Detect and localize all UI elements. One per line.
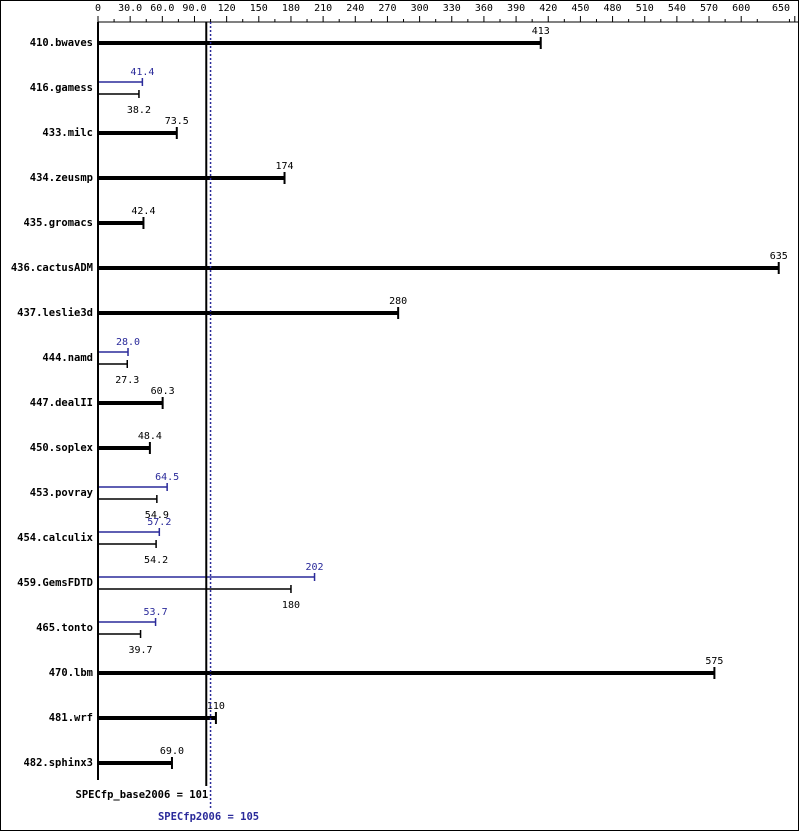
category-label: 450.soplex xyxy=(30,442,94,454)
value-label: 39.7 xyxy=(129,645,153,656)
x-tick-label: 540 xyxy=(668,3,686,14)
x-tick-label: 360 xyxy=(475,3,493,14)
category-label: 454.calculix xyxy=(17,532,94,544)
x-tick-label: 240 xyxy=(346,3,364,14)
value-label: 635 xyxy=(770,251,788,262)
value-label: 54.9 xyxy=(145,510,169,521)
x-tick-label: 450 xyxy=(571,3,589,14)
peak-value-label: 41.4 xyxy=(130,67,154,78)
value-label: 413 xyxy=(532,26,550,37)
category-label: 447.dealII xyxy=(30,397,93,409)
value-label: 38.2 xyxy=(127,105,151,116)
x-tick-label: 90.0 xyxy=(182,3,206,14)
category-label: 481.wrf xyxy=(49,712,93,724)
value-label: 42.4 xyxy=(131,206,155,217)
x-tick-label: 30.0 xyxy=(118,3,142,14)
category-label: 465.tonto xyxy=(36,622,93,634)
category-label: 459.GemsFDTD xyxy=(17,577,93,589)
value-label: 575 xyxy=(705,656,723,667)
x-tick-label: 420 xyxy=(539,3,557,14)
x-tick-label: 570 xyxy=(700,3,718,14)
value-label: 54.2 xyxy=(144,555,168,566)
value-label: 69.0 xyxy=(160,746,184,757)
x-tick-label: 150 xyxy=(250,3,268,14)
category-label: 470.lbm xyxy=(49,667,93,679)
category-label: 453.povray xyxy=(30,487,94,499)
x-tick-label: 120 xyxy=(218,3,236,14)
value-label: 27.3 xyxy=(115,375,139,386)
category-label: 444.namd xyxy=(42,352,93,364)
category-label: 482.sphinx3 xyxy=(23,757,93,769)
category-label: 410.bwaves xyxy=(30,37,93,49)
x-tick-label: 300 xyxy=(411,3,429,14)
x-tick-label: 480 xyxy=(604,3,622,14)
category-label: 436.cactusADM xyxy=(11,262,93,274)
category-label: 437.leslie3d xyxy=(17,307,93,319)
x-tick-label: 270 xyxy=(378,3,396,14)
peak-value-label: 28.0 xyxy=(116,337,140,348)
x-tick-label: 650 xyxy=(772,3,790,14)
x-tick-label: 60.0 xyxy=(150,3,174,14)
value-label: 280 xyxy=(389,296,407,307)
x-tick-label: 0 xyxy=(95,3,101,14)
x-tick-label: 600 xyxy=(732,3,750,14)
peak-metric-label: SPECfp2006 = 105 xyxy=(158,811,259,823)
category-label: 435.gromacs xyxy=(23,217,93,229)
category-label: 433.milc xyxy=(42,127,93,139)
x-tick-label: 180 xyxy=(282,3,300,14)
value-label: 110 xyxy=(207,701,225,712)
x-tick-label: 210 xyxy=(314,3,332,14)
peak-value-label: 202 xyxy=(306,562,324,573)
category-label: 416.gamess xyxy=(30,82,93,94)
value-label: 48.4 xyxy=(138,431,162,442)
x-tick-label: 390 xyxy=(507,3,525,14)
category-label: 434.zeusmp xyxy=(30,172,93,184)
peak-value-label: 64.5 xyxy=(155,472,179,483)
value-label: 180 xyxy=(282,600,300,611)
peak-value-label: 57.2 xyxy=(147,517,171,528)
x-tick-label: 330 xyxy=(443,3,461,14)
x-tick-label: 510 xyxy=(636,3,654,14)
peak-value-label: 53.7 xyxy=(144,607,168,618)
value-label: 174 xyxy=(275,161,293,172)
value-label: 73.5 xyxy=(165,116,189,127)
value-label: 60.3 xyxy=(151,386,175,397)
base-metric-label: SPECfp_base2006 = 101 xyxy=(76,789,209,801)
